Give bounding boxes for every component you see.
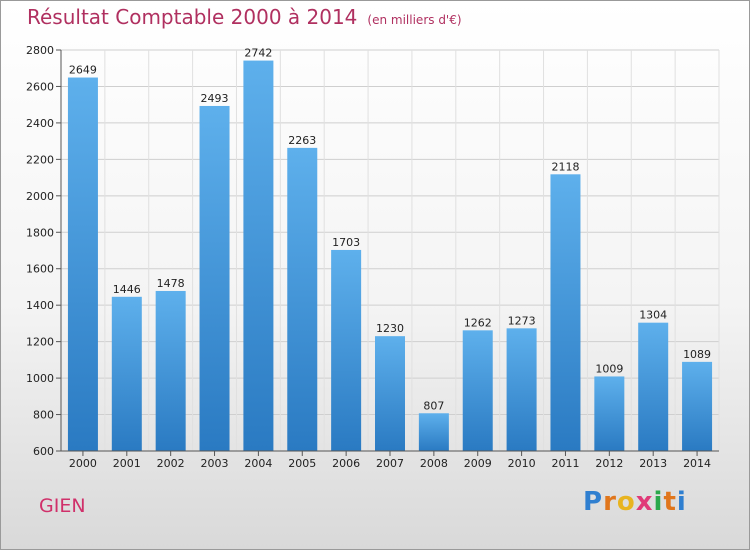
value-label-2003: 2493 xyxy=(201,92,229,105)
bar-2014 xyxy=(682,361,713,451)
logo-letter: i xyxy=(653,487,664,517)
value-label-2014: 1089 xyxy=(683,348,711,361)
value-label-2000: 2649 xyxy=(69,64,97,77)
value-label-2013: 1304 xyxy=(639,309,667,322)
x-tick-label-2007: 2007 xyxy=(376,457,404,470)
label-layer: 2649 1446 1478 2493 2742 2263 1703 1230 807 1262 1… xyxy=(69,47,711,413)
bar-2013 xyxy=(638,322,669,451)
x-tick-label-2014: 2014 xyxy=(683,457,711,470)
title-line: Résultat Comptable 2000 à 2014 (en millie… xyxy=(27,5,462,29)
logo-letter: t xyxy=(663,487,677,517)
chart-title: Résultat Comptable 2000 à 2014 xyxy=(27,5,358,29)
y-tick-label: 2000 xyxy=(26,190,54,203)
bar-2002 xyxy=(155,290,186,451)
y-tick-label: 1400 xyxy=(26,299,54,312)
value-label-2002: 1478 xyxy=(157,277,185,290)
y-tick-label: 1600 xyxy=(26,263,54,276)
value-label-2011: 2118 xyxy=(551,160,579,173)
logo-letter: r xyxy=(603,487,617,517)
x-tick-label-2000: 2000 xyxy=(69,457,97,470)
y-tick-label: 2400 xyxy=(26,117,54,130)
x-tick-label-2002: 2002 xyxy=(157,457,185,470)
x-tick-label-2006: 2006 xyxy=(332,457,360,470)
value-label-2005: 2263 xyxy=(288,134,316,147)
bar-2010 xyxy=(506,328,537,451)
axis-layer: 600 800 1000 1200 1400 1600 1800 2000 2200 2400 26… xyxy=(26,44,719,470)
x-tick-label-2003: 2003 xyxy=(201,457,229,470)
x-tick-label-2011: 2011 xyxy=(551,457,579,470)
y-tick-label: 800 xyxy=(33,409,54,422)
value-label-2001: 1446 xyxy=(113,283,141,296)
city-label: GIEN xyxy=(39,495,86,517)
value-label-2004: 2742 xyxy=(244,47,272,60)
logo-letter: P xyxy=(583,487,604,517)
x-tick-label-2004: 2004 xyxy=(244,457,272,470)
x-tick-label-2009: 2009 xyxy=(464,457,492,470)
value-label-2009: 1262 xyxy=(464,316,492,329)
bar-layer xyxy=(67,60,713,452)
bar-2004 xyxy=(243,60,274,452)
bar-2011 xyxy=(550,174,581,451)
chart-subtitle: (en milliers d'€) xyxy=(367,13,462,27)
bar-2008 xyxy=(418,413,449,451)
y-tick-label: 2200 xyxy=(26,153,54,166)
y-tick-label: 1200 xyxy=(26,336,54,349)
bar-2005 xyxy=(287,147,318,452)
x-tick-label-2013: 2013 xyxy=(639,457,667,470)
logo-letter: i xyxy=(676,487,687,517)
bar-2012 xyxy=(594,376,625,451)
bar-2007 xyxy=(375,336,405,451)
x-tick-label-2012: 2012 xyxy=(595,457,623,470)
bar-2001 xyxy=(111,296,142,451)
bar-2000 xyxy=(67,77,98,451)
value-label-2010: 1273 xyxy=(508,314,536,327)
value-label-2008: 807 xyxy=(423,399,444,412)
bar-2009 xyxy=(462,330,493,451)
x-tick-label-2008: 2008 xyxy=(420,457,448,470)
x-tick-label-2001: 2001 xyxy=(113,457,141,470)
bar-2006 xyxy=(331,249,362,451)
value-label-2007: 1230 xyxy=(376,322,404,335)
value-label-2006: 1703 xyxy=(332,236,360,249)
logo-letter: o xyxy=(616,487,636,517)
proxiti-logo[interactable]: Proxiti xyxy=(583,487,687,517)
value-label-2012: 1009 xyxy=(595,362,623,375)
y-tick-label: 600 xyxy=(33,445,54,458)
y-tick-label: 2600 xyxy=(26,80,54,93)
logo-letter: x xyxy=(635,487,654,517)
bar-2003 xyxy=(199,105,230,451)
y-tick-label: 1800 xyxy=(26,226,54,239)
x-tick-label-2010: 2010 xyxy=(508,457,536,470)
x-tick-label-2005: 2005 xyxy=(288,457,316,470)
y-tick-label: 2800 xyxy=(26,44,54,57)
y-tick-label: 1000 xyxy=(26,372,54,385)
